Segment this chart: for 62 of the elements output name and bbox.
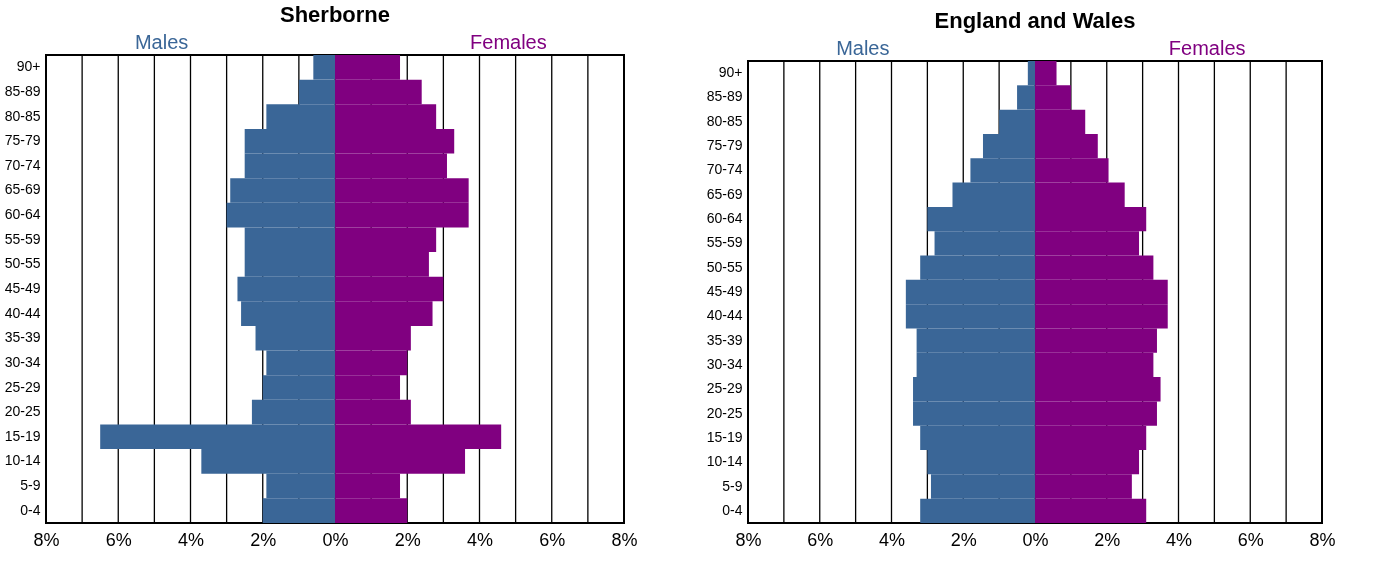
x-tick-label: 8% bbox=[1309, 529, 1336, 550]
y-tick-label: 10-14 bbox=[706, 453, 743, 470]
y-tick-label: 60-64 bbox=[4, 206, 41, 223]
x-tick-label: 6% bbox=[1237, 529, 1264, 550]
chart-title: Sherborne bbox=[279, 2, 391, 27]
y-tick-label: 5-9 bbox=[20, 477, 41, 494]
y-tick-label: 65-69 bbox=[706, 185, 743, 202]
y-tick-label: 60-64 bbox=[706, 210, 743, 227]
x-tick-label: 6% bbox=[539, 529, 566, 550]
y-tick-label: 80-85 bbox=[4, 107, 41, 124]
y-tick-label: 55-59 bbox=[706, 234, 743, 251]
y-tick-label: 50-55 bbox=[4, 255, 41, 272]
y-tick-label: 55-59 bbox=[4, 230, 41, 247]
y-tick-label: 90+ bbox=[16, 58, 41, 75]
y-tick-label: 85-89 bbox=[706, 88, 743, 105]
x-tick-label: 0% bbox=[1022, 529, 1049, 550]
y-tick-label: 45-49 bbox=[706, 283, 743, 299]
x-tick-label: 4% bbox=[466, 529, 494, 550]
text: Males bbox=[836, 37, 890, 59]
y-tick-label: 45-49 bbox=[4, 280, 41, 296]
y-tick-label: 0-4 bbox=[722, 501, 743, 518]
x-tick-label: 0% bbox=[322, 529, 349, 550]
x-tick-label: 8% bbox=[33, 529, 60, 550]
x-tick-label: 6% bbox=[807, 529, 834, 550]
y-tick-label: 35-39 bbox=[706, 331, 743, 348]
y-tick-label: 20-25 bbox=[4, 403, 41, 420]
x-tick-label: 8% bbox=[611, 529, 638, 550]
y-tick-label: 30-34 bbox=[4, 353, 41, 370]
y-tick-label: 50-55 bbox=[706, 258, 743, 275]
x-tick-label: 2% bbox=[1094, 529, 1121, 550]
x-tick-label: 6% bbox=[105, 529, 132, 550]
x-tick-label: 8% bbox=[735, 529, 762, 550]
text: Females bbox=[1168, 37, 1246, 59]
y-tick-label: 35-39 bbox=[4, 329, 41, 346]
x-tick-label: 2% bbox=[250, 529, 277, 550]
text: Males bbox=[134, 31, 189, 53]
y-tick-label: 80-85 bbox=[706, 112, 743, 129]
y-tick-label: 0-4 bbox=[20, 501, 41, 518]
x-tick-label: 2% bbox=[950, 529, 977, 550]
y-tick-label: 10-14 bbox=[4, 452, 41, 469]
x-tick-label: 4% bbox=[878, 529, 906, 550]
y-tick-label: 70-74 bbox=[706, 161, 743, 178]
y-tick-label: 65-69 bbox=[4, 181, 41, 198]
y-tick-label: 70-74 bbox=[4, 156, 41, 173]
y-tick-label: 5-9 bbox=[722, 477, 743, 494]
text: Females bbox=[470, 31, 547, 53]
y-tick-label: 75-79 bbox=[706, 137, 743, 154]
y-tick-label: 30-34 bbox=[706, 355, 743, 372]
y-tick-label: 40-44 bbox=[706, 307, 743, 324]
y-tick-label: 15-19 bbox=[4, 427, 41, 444]
y-tick-label: 20-25 bbox=[706, 404, 743, 421]
y-tick-label: 40-44 bbox=[4, 304, 41, 321]
x-tick-label: 2% bbox=[394, 529, 421, 550]
chart-title: England and Wales bbox=[934, 8, 1136, 33]
y-tick-label: 90+ bbox=[718, 64, 743, 81]
x-tick-label: 4% bbox=[1165, 529, 1193, 550]
y-tick-label: 75-79 bbox=[4, 132, 41, 149]
x-tick-label: 4% bbox=[177, 529, 205, 550]
y-tick-label: 25-29 bbox=[706, 380, 743, 397]
y-tick-label: 25-29 bbox=[4, 378, 41, 395]
y-tick-label: 85-89 bbox=[4, 82, 41, 99]
y-tick-label: 15-19 bbox=[706, 428, 743, 445]
